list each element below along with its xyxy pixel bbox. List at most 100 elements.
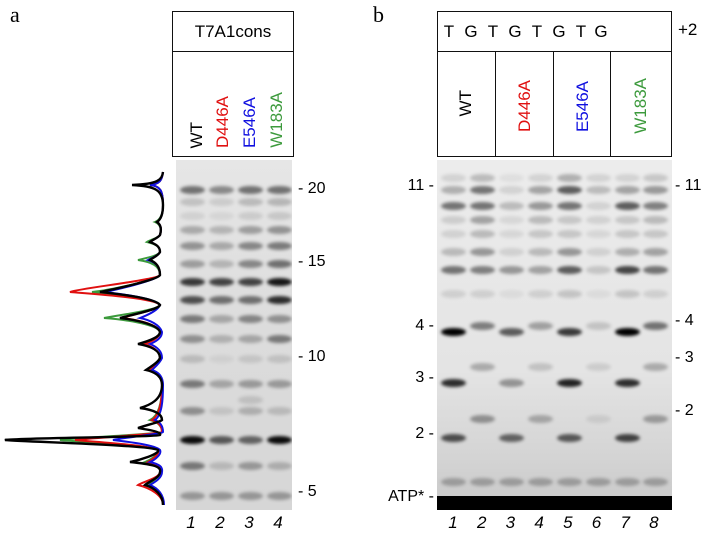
lane-number: 7 <box>620 513 630 532</box>
gel-band <box>643 322 668 330</box>
gel-band <box>180 315 205 323</box>
gel-band <box>470 290 495 298</box>
gel-band <box>180 296 205 304</box>
gel-band <box>643 216 668 224</box>
lane-number: 6 <box>591 513 602 532</box>
gel-band <box>267 355 292 363</box>
gel-band <box>209 436 234 444</box>
panel-b-sample-w183a: W183A <box>631 78 650 134</box>
gel-band <box>441 328 466 336</box>
panel-a-gel <box>176 160 292 510</box>
panel-a-header-box: T7A1cons WT D446A E546A W183A <box>172 11 294 157</box>
panel-a-sample-w183a: W183A <box>267 92 286 148</box>
gel-band <box>586 186 611 194</box>
gel-band <box>441 266 466 274</box>
gel-band <box>441 248 466 256</box>
gel-band <box>441 290 466 298</box>
lane-number: 2 <box>215 513 225 532</box>
gel-band <box>586 216 611 224</box>
gel-band <box>209 242 234 250</box>
gel-band <box>470 478 495 486</box>
gel-band <box>238 186 263 194</box>
gel-band <box>643 174 668 182</box>
gel-band <box>499 248 524 256</box>
gel-band <box>586 415 611 423</box>
gel-band <box>528 290 553 298</box>
gel-band <box>470 415 495 423</box>
gel-band <box>615 174 640 182</box>
gel-band <box>238 335 263 343</box>
gel-band <box>209 226 234 234</box>
gel-band <box>209 315 234 323</box>
gel-band <box>470 230 495 238</box>
gel-band <box>267 462 292 470</box>
gel-band <box>528 230 553 238</box>
gel-band <box>615 434 640 442</box>
gel-band <box>470 363 495 371</box>
gel-band <box>238 380 263 388</box>
gel-band <box>180 355 205 363</box>
panel-a-densitometry-trace <box>4 171 165 506</box>
gel-band <box>267 260 292 268</box>
lane-number: 3 <box>505 513 516 532</box>
gel-band <box>643 363 668 371</box>
panel-b-header-box-ext: W183A <box>611 11 672 157</box>
size-marker-right: - 2 <box>675 402 694 419</box>
gel-band <box>615 266 640 274</box>
gel-band <box>209 407 234 415</box>
lane-number: 3 <box>244 513 254 532</box>
gel-band <box>557 248 582 256</box>
gel-band <box>267 335 292 343</box>
panel-a-sample-e546a: E546A <box>240 96 259 148</box>
gel-band <box>209 212 234 220</box>
gel-band <box>470 202 495 210</box>
gel-band <box>209 355 234 363</box>
lane-number: 4 <box>273 513 283 532</box>
gel-band <box>643 478 668 486</box>
gel-band <box>267 315 292 323</box>
panel-a-sample-d446a: D446A <box>213 96 232 148</box>
sample-divider <box>610 52 611 156</box>
gel-band <box>238 278 263 286</box>
size-marker-right: - 11 <box>675 177 702 194</box>
gel-band <box>209 296 234 304</box>
sample-divider <box>495 52 496 156</box>
gel-band <box>528 266 553 274</box>
gel-band <box>499 290 524 298</box>
gel-band <box>586 363 611 371</box>
gel-band <box>557 290 582 298</box>
gel-band <box>499 230 524 238</box>
atp-band <box>437 496 672 510</box>
gel-band <box>441 230 466 238</box>
gel-band <box>499 216 524 224</box>
gel-band <box>643 230 668 238</box>
gel-band <box>267 407 292 415</box>
gel-band <box>180 278 205 286</box>
gel-band <box>238 212 263 220</box>
gel-band <box>586 230 611 238</box>
gel-band <box>528 202 553 210</box>
panel-b-header-box: T G T G T G T G WT D446A E546A <box>437 11 612 157</box>
lane-number: 4 <box>534 513 544 532</box>
gel-band <box>267 186 292 194</box>
lane-number: 8 <box>649 513 659 532</box>
gel-band <box>470 266 495 274</box>
gel-band <box>180 407 205 415</box>
gel-band <box>441 478 466 486</box>
gel-band <box>557 328 582 336</box>
gel-band <box>180 492 205 500</box>
gel-band <box>557 230 582 238</box>
gel-band <box>528 363 553 371</box>
gel-band <box>557 174 582 182</box>
gel-band <box>238 436 263 444</box>
gel-band <box>499 328 524 336</box>
gel-band <box>180 462 205 470</box>
gel-band <box>209 198 234 206</box>
gel-band <box>238 355 263 363</box>
gel-band <box>499 186 524 194</box>
gel-band <box>441 202 466 210</box>
gel-band <box>499 434 524 442</box>
gel-band <box>470 322 495 330</box>
gel-band <box>238 315 263 323</box>
gel-band <box>586 266 611 274</box>
